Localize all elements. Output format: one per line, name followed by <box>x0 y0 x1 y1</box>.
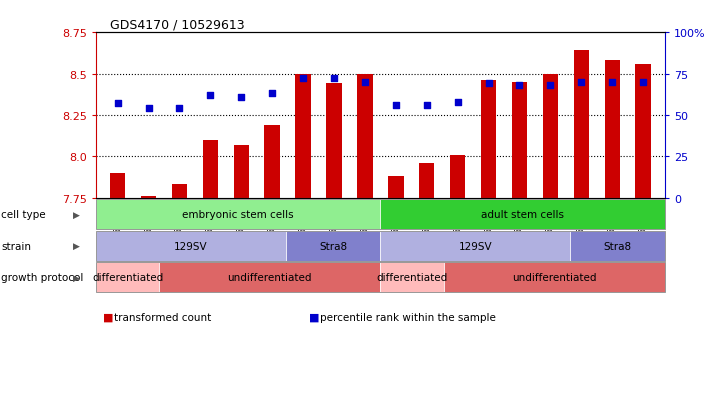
Point <box>267 91 278 97</box>
Text: undifferentiated: undifferentiated <box>228 273 312 282</box>
Text: transformed count: transformed count <box>114 312 211 322</box>
Bar <box>512 83 528 198</box>
Point <box>205 93 216 99</box>
Text: strain: strain <box>1 241 31 251</box>
Bar <box>388 177 404 198</box>
Bar <box>141 197 156 198</box>
Text: cell type: cell type <box>1 210 46 220</box>
Text: 129SV: 129SV <box>459 241 492 251</box>
Point <box>173 106 185 112</box>
Point <box>297 76 309 83</box>
Text: 129SV: 129SV <box>174 241 208 251</box>
Point <box>483 81 494 88</box>
Bar <box>604 61 620 198</box>
Text: ▶: ▶ <box>73 210 80 219</box>
Text: ▶: ▶ <box>73 242 80 251</box>
Point <box>390 102 402 109</box>
Bar <box>203 140 218 198</box>
Point <box>514 83 525 89</box>
Text: ▶: ▶ <box>73 273 80 282</box>
Point <box>421 102 432 109</box>
Bar <box>264 126 280 198</box>
Point <box>576 79 587 86</box>
Point <box>452 99 464 106</box>
Point <box>545 83 556 89</box>
Bar <box>295 74 311 198</box>
Bar <box>450 155 466 198</box>
Point <box>143 106 154 112</box>
Bar <box>233 145 249 198</box>
Point <box>606 79 618 86</box>
Point <box>638 79 649 86</box>
Text: ■: ■ <box>309 312 320 322</box>
Bar <box>172 185 187 198</box>
Bar <box>636 64 651 198</box>
Bar <box>110 173 125 198</box>
Text: embryonic stem cells: embryonic stem cells <box>183 210 294 220</box>
Bar <box>542 74 558 198</box>
Text: undifferentiated: undifferentiated <box>512 273 597 282</box>
Point <box>328 76 340 83</box>
Point <box>235 94 247 101</box>
Text: differentiated: differentiated <box>92 273 164 282</box>
Text: adult stem cells: adult stem cells <box>481 210 564 220</box>
Text: differentiated: differentiated <box>376 273 448 282</box>
Text: growth protocol: growth protocol <box>1 273 84 282</box>
Bar <box>326 84 342 198</box>
Text: percentile rank within the sample: percentile rank within the sample <box>320 312 496 322</box>
Point <box>112 101 123 107</box>
Text: Stra8: Stra8 <box>604 241 631 251</box>
Bar <box>357 74 373 198</box>
Text: Stra8: Stra8 <box>319 241 347 251</box>
Bar <box>419 164 434 198</box>
Text: ■: ■ <box>103 312 114 322</box>
Text: GDS4170 / 10529613: GDS4170 / 10529613 <box>110 19 245 31</box>
Point <box>359 79 370 86</box>
Bar <box>574 51 589 198</box>
Bar <box>481 81 496 198</box>
